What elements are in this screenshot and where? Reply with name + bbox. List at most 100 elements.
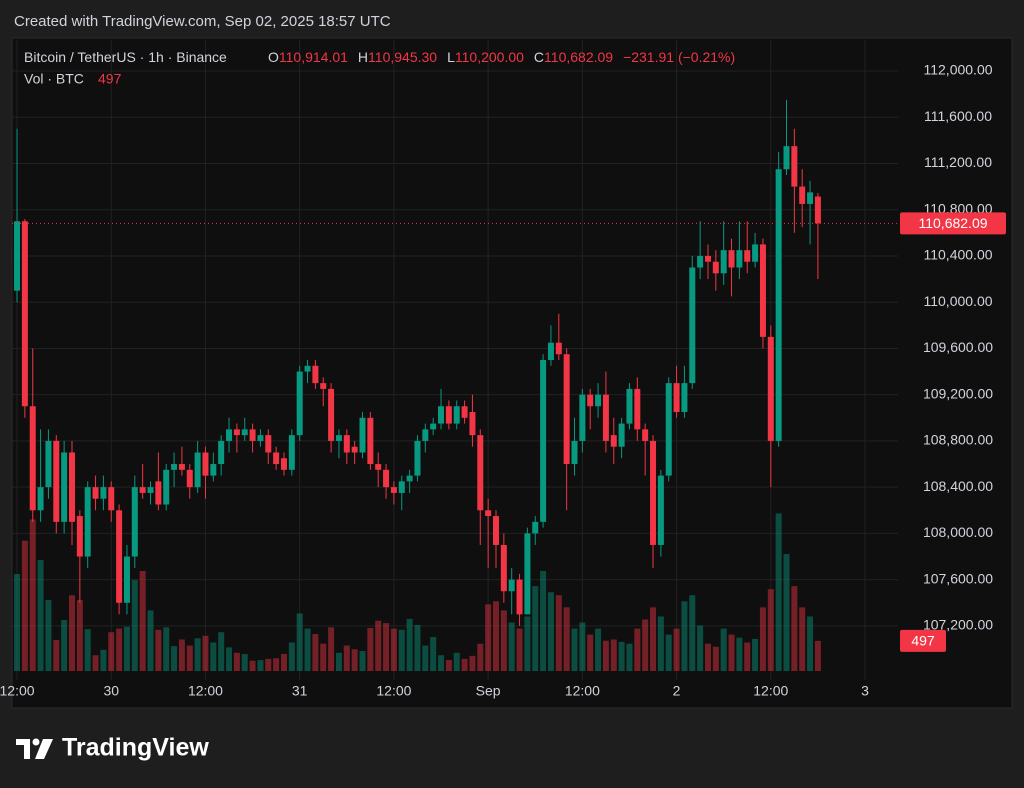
candle-body	[571, 440, 578, 465]
logo-icon	[35, 739, 53, 759]
candle-body	[155, 481, 162, 505]
candle-body	[61, 452, 68, 522]
x-tick-label: 12:00	[0, 683, 35, 699]
volume-legend-value: 497	[98, 71, 122, 87]
candle-body	[650, 440, 657, 545]
legend-key: L	[447, 49, 455, 65]
volume-bar	[775, 513, 782, 671]
volume-bar	[343, 645, 350, 671]
brand: TradingView	[62, 734, 209, 762]
volume-bar	[61, 620, 68, 671]
volume-bar	[571, 628, 578, 671]
volume-bar	[587, 634, 594, 671]
candle-body	[516, 579, 523, 615]
volume-bar	[406, 618, 413, 671]
volume-bar	[178, 639, 185, 671]
volume-bar	[226, 647, 233, 671]
volume-bar	[186, 645, 193, 671]
candle-body	[610, 435, 617, 447]
volume-bar	[139, 571, 146, 671]
volume-bar	[335, 652, 342, 671]
volume-bar	[744, 642, 751, 671]
y-tick-label: 109,600.00	[923, 339, 993, 355]
volume-bar	[453, 652, 460, 671]
volume-bar	[116, 628, 123, 671]
candle-body	[807, 192, 814, 204]
volume-bar	[390, 628, 397, 671]
candle-body	[634, 388, 641, 430]
legend-key: O	[268, 49, 279, 65]
volume-bar	[807, 616, 814, 671]
volume-bar	[602, 640, 609, 671]
candle-body	[422, 429, 429, 441]
volume-bar	[430, 637, 437, 671]
volume-bar	[147, 610, 154, 671]
candle-body	[752, 244, 759, 262]
candle-body	[280, 458, 287, 470]
candle-body	[335, 435, 342, 441]
candle-body	[92, 487, 99, 499]
candle-body	[171, 464, 178, 470]
legend-key: H	[358, 49, 368, 65]
y-tick-label: 112,000.00	[923, 62, 992, 78]
candle-body	[406, 475, 413, 482]
candle-body	[186, 469, 193, 488]
candle-body	[123, 556, 130, 603]
candle-body	[76, 516, 83, 557]
candle-body	[799, 186, 806, 204]
candle-body	[390, 487, 397, 493]
volume-bar	[249, 660, 256, 671]
volume-bar	[665, 634, 672, 671]
volume-bar	[500, 610, 507, 671]
candle-body	[343, 435, 350, 453]
candle-body	[453, 406, 460, 424]
candle-body	[147, 487, 154, 493]
last-price-box	[900, 212, 1006, 235]
y-tick-label: 110,000.00	[923, 293, 992, 309]
volume-bar	[814, 640, 821, 671]
candle-body	[108, 487, 115, 511]
volume-bar	[288, 642, 295, 671]
volume-bar	[689, 595, 696, 671]
volume-bar	[681, 601, 688, 671]
header: Created with TradingView.com, Sep 02, 20…	[14, 13, 391, 30]
y-tick-label: 108,800.00	[923, 432, 993, 448]
plot	[12, 40, 898, 680]
last-price-label: 110,682.09	[918, 215, 987, 231]
candle-body	[783, 146, 790, 170]
y-tick-label: 108,400.00	[923, 478, 993, 494]
volume-bar	[375, 620, 382, 671]
logo-icon	[16, 739, 30, 759]
volume-bar	[422, 645, 429, 671]
candle-body	[736, 250, 743, 268]
volume-bar	[618, 641, 625, 671]
legend-key: C	[534, 49, 544, 65]
x-tick-label: 12:00	[376, 683, 411, 699]
legend: Bitcoin / TetherUS · 1h · Binance	[24, 49, 227, 65]
volume-bar	[626, 643, 633, 671]
candle-body	[29, 406, 36, 511]
candle-body	[139, 487, 146, 493]
volume-bar	[445, 660, 452, 671]
legend-change: −231.91 (−0.21%)	[623, 49, 735, 65]
volume-bar	[595, 628, 602, 671]
volume-bar	[37, 560, 44, 671]
volume-bar	[516, 628, 523, 671]
x-tick-label: Sep	[476, 683, 501, 699]
volume-bar	[76, 600, 83, 671]
candle-body	[767, 336, 774, 441]
x-tick-label: 12:00	[753, 683, 788, 699]
volume-bar	[767, 589, 774, 671]
volume-bar	[218, 632, 225, 671]
logo-icon	[32, 738, 40, 746]
volume-bar	[367, 627, 374, 671]
volume-bar	[163, 627, 170, 671]
candle-body	[532, 521, 539, 534]
candle-body	[618, 423, 625, 447]
volume-bar	[100, 649, 107, 671]
volume-bar	[29, 519, 36, 671]
volume-bar	[783, 554, 790, 671]
candle-body	[540, 360, 547, 522]
volume-bar	[736, 637, 743, 671]
candle-body	[469, 412, 476, 436]
